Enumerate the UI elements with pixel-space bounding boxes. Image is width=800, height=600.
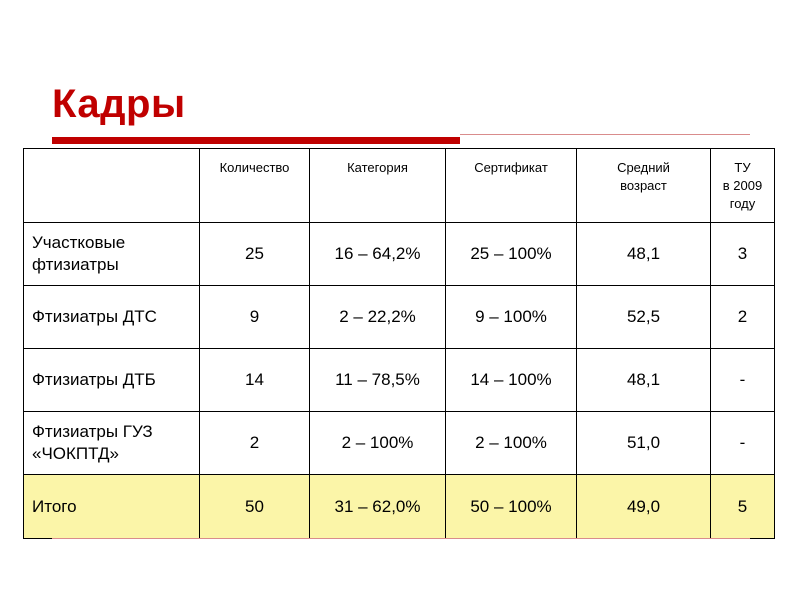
cell-certificate: 2 – 100% bbox=[445, 411, 577, 475]
slide-title: Кадры bbox=[52, 82, 186, 126]
cell-category: 11 – 78,5% bbox=[309, 348, 446, 412]
cell-avg-age: 48,1 bbox=[576, 222, 711, 286]
table-total-row: Итого 50 31 – 62,0% 50 – 100% 49,0 5 bbox=[23, 474, 775, 539]
cell-category: 16 – 64,2% bbox=[309, 222, 446, 286]
header-tu-line1: ТУ bbox=[734, 160, 751, 175]
row-label: Фтизиатры ДТС bbox=[23, 285, 200, 349]
cell-tu: - bbox=[710, 411, 775, 475]
row-label-line1: Участковые bbox=[32, 233, 126, 252]
cell-avg-age: 51,0 bbox=[576, 411, 711, 475]
title-accent-rule bbox=[52, 137, 460, 144]
header-cell-tu: ТУ в 2009 году bbox=[710, 148, 775, 223]
total-tu: 5 bbox=[710, 474, 775, 539]
cell-count: 25 bbox=[199, 222, 310, 286]
table-row: Фтизиатры ДТС 9 2 – 22,2% 9 – 100% 52,5 … bbox=[23, 285, 775, 349]
cell-tu: - bbox=[710, 348, 775, 412]
cell-count: 9 bbox=[199, 285, 310, 349]
table-row: Фтизиатры ДТБ 14 11 – 78,5% 14 – 100% 48… bbox=[23, 348, 775, 412]
header-cell-avg-age: Средний возраст bbox=[576, 148, 711, 223]
row-label-line2: фтизиатры bbox=[32, 255, 119, 274]
header-tu-line2: в 2009 bbox=[722, 178, 763, 193]
header-avg-age-line2: возраст bbox=[620, 178, 667, 193]
total-category: 31 – 62,0% bbox=[309, 474, 446, 539]
row-label: Участковые фтизиатры bbox=[23, 222, 200, 286]
header-tu-line3: году bbox=[729, 196, 756, 211]
table-row: Участковые фтизиатры 25 16 – 64,2% 25 – … bbox=[23, 222, 775, 286]
header-cell-empty bbox=[23, 148, 200, 223]
header-cell-category: Категория bbox=[309, 148, 446, 223]
row-label: Фтизиатры ГУЗ «ЧОКПТД» bbox=[23, 411, 200, 475]
total-avg-age: 49,0 bbox=[576, 474, 711, 539]
cell-avg-age: 48,1 bbox=[576, 348, 711, 412]
total-label: Итого bbox=[23, 474, 200, 539]
footer-thin-rule bbox=[52, 538, 750, 539]
cell-category: 2 – 22,2% bbox=[309, 285, 446, 349]
title-thin-rule bbox=[460, 134, 750, 135]
cell-tu: 2 bbox=[710, 285, 775, 349]
staff-table: Количество Категория Сертификат Средний … bbox=[23, 148, 775, 539]
total-count: 50 bbox=[199, 474, 310, 539]
cell-tu: 3 bbox=[710, 222, 775, 286]
cell-count: 2 bbox=[199, 411, 310, 475]
cell-certificate: 25 – 100% bbox=[445, 222, 577, 286]
cell-count: 14 bbox=[199, 348, 310, 412]
cell-avg-age: 52,5 bbox=[576, 285, 711, 349]
cell-certificate: 9 – 100% bbox=[445, 285, 577, 349]
table-row: Фтизиатры ГУЗ «ЧОКПТД» 2 2 – 100% 2 – 10… bbox=[23, 411, 775, 475]
row-label-line2: «ЧОКПТД» bbox=[32, 444, 119, 463]
total-certificate: 50 – 100% bbox=[445, 474, 577, 539]
table-header-row: Количество Категория Сертификат Средний … bbox=[23, 148, 775, 223]
row-label: Фтизиатры ДТБ bbox=[23, 348, 200, 412]
row-label-line1: Фтизиатры ГУЗ bbox=[32, 422, 153, 441]
header-cell-certificate: Сертификат bbox=[445, 148, 577, 223]
header-avg-age-line1: Средний bbox=[617, 160, 670, 175]
cell-category: 2 – 100% bbox=[309, 411, 446, 475]
cell-certificate: 14 – 100% bbox=[445, 348, 577, 412]
header-cell-count: Количество bbox=[199, 148, 310, 223]
